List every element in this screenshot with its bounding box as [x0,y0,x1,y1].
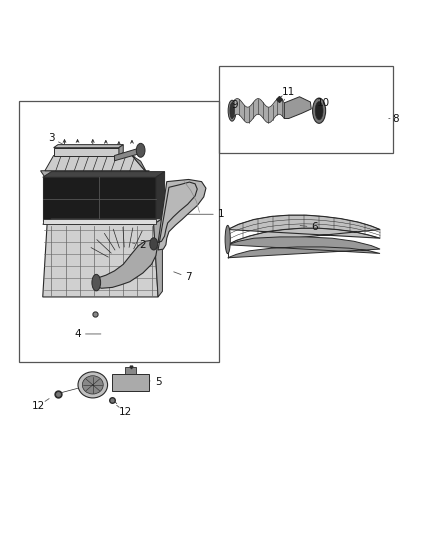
Polygon shape [43,219,162,224]
Bar [43,219,156,224]
Bar [113,374,149,391]
Ellipse shape [92,274,101,291]
Polygon shape [53,144,123,148]
Text: 12: 12 [32,401,45,411]
Text: 2: 2 [140,240,146,250]
Text: 12: 12 [119,407,132,417]
Ellipse shape [225,225,230,254]
Polygon shape [95,240,157,288]
Polygon shape [41,171,149,177]
Text: 5: 5 [155,377,161,387]
Bar [19,101,219,362]
Bar [125,367,136,374]
Text: 6: 6 [311,222,318,232]
Polygon shape [228,237,380,258]
Bar [43,177,156,221]
Text: 9: 9 [231,100,237,110]
Polygon shape [43,224,158,297]
Text: 11: 11 [282,87,295,98]
Polygon shape [132,156,149,177]
Ellipse shape [313,98,325,123]
Polygon shape [154,219,162,297]
Text: 1: 1 [218,209,225,219]
Bar [219,66,393,154]
Text: 4: 4 [74,329,81,339]
Text: 3: 3 [48,133,55,143]
Ellipse shape [315,102,323,120]
Polygon shape [115,148,141,161]
Polygon shape [232,99,284,123]
Polygon shape [156,172,165,221]
Ellipse shape [82,376,103,394]
Text: 8: 8 [392,114,399,124]
Polygon shape [158,180,206,250]
Ellipse shape [136,143,145,157]
Text: 10: 10 [317,98,330,108]
Text: 7: 7 [185,272,192,282]
Polygon shape [284,97,311,118]
Polygon shape [228,215,380,245]
Ellipse shape [150,238,158,250]
Polygon shape [119,144,123,156]
Ellipse shape [78,372,108,398]
Polygon shape [43,172,165,177]
Ellipse shape [230,103,234,118]
Polygon shape [45,156,145,171]
Polygon shape [53,148,119,156]
Ellipse shape [228,100,236,121]
